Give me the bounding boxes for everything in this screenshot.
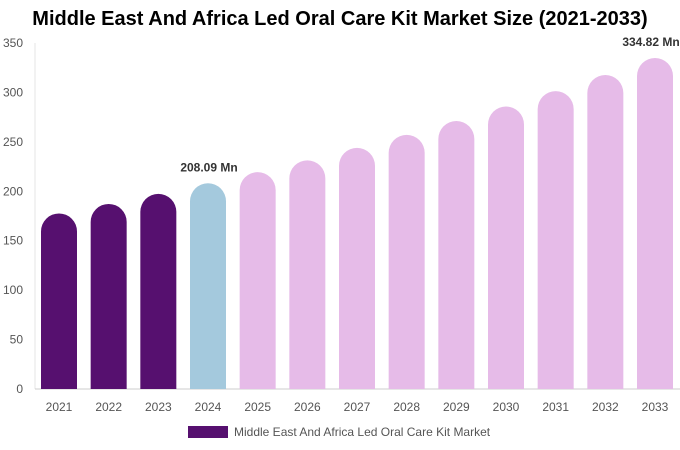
y-tick-label: 50 (10, 333, 24, 347)
legend-swatch (188, 426, 228, 438)
bar-2024 (190, 183, 226, 389)
x-tick-label: 2021 (46, 400, 73, 414)
x-tick-label: 2030 (493, 400, 520, 414)
bar-2028 (388, 134, 425, 389)
chart-title: Middle East And Africa Led Oral Care Kit… (32, 8, 648, 30)
bar-2032 (587, 75, 624, 389)
data-label: 208.09 Mn (180, 160, 237, 174)
x-tick-label: 2033 (642, 400, 669, 414)
x-tick-label: 2028 (393, 400, 420, 414)
legend: Middle East And Africa Led Oral Care Kit… (188, 425, 490, 439)
x-tick-label: 2032 (592, 400, 619, 414)
x-tick-label: 2024 (195, 400, 222, 414)
x-tick-label: 2025 (244, 400, 271, 414)
y-tick-label: 100 (3, 283, 23, 297)
y-tick-label: 250 (3, 135, 23, 149)
data-label: 334.82 Mn (622, 35, 679, 49)
bar-2022 (90, 203, 127, 389)
x-tick-label: 2027 (344, 400, 371, 414)
x-tick-label: 2022 (95, 400, 122, 414)
y-tick-label: 150 (3, 234, 23, 248)
bar-2031 (537, 91, 574, 389)
y-tick-label: 0 (16, 382, 23, 396)
bar-2029 (438, 120, 475, 389)
bar-2027 (339, 147, 375, 389)
y-tick-label: 350 (3, 36, 23, 50)
bar-2023 (140, 193, 177, 389)
x-tick-label: 2026 (294, 400, 321, 414)
y-tick-label: 200 (3, 184, 23, 198)
bar-2021 (41, 213, 77, 389)
legend-label: Middle East And Africa Led Oral Care Kit… (234, 425, 491, 439)
x-tick-label: 2029 (443, 400, 470, 414)
y-tick-label: 300 (3, 85, 23, 99)
bar-2025 (239, 172, 276, 389)
bar-2026 (289, 160, 326, 389)
x-tick-label: 2023 (145, 400, 172, 414)
bar-2033 (637, 58, 673, 389)
x-tick-label: 2031 (542, 400, 569, 414)
bar-2030 (488, 106, 524, 390)
